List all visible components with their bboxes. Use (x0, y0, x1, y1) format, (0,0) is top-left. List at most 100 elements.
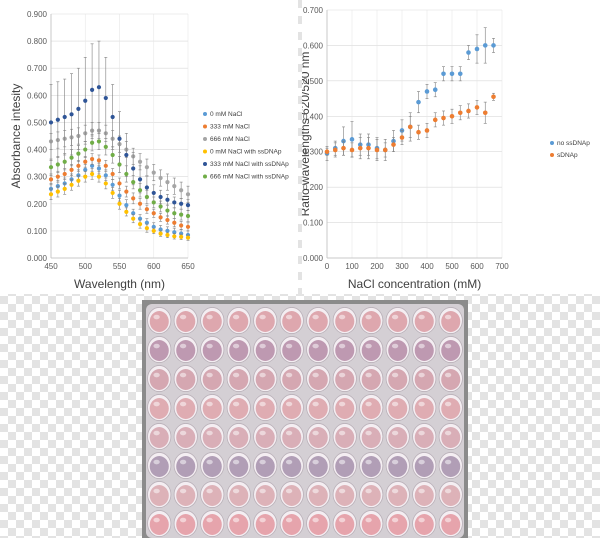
well-liquid (202, 514, 222, 535)
well-highlight (365, 343, 372, 349)
data-point (449, 71, 455, 77)
well-highlight (444, 401, 452, 407)
well-liquid (282, 456, 302, 477)
well (279, 481, 304, 508)
y-tick-label: 0.400 (303, 112, 324, 121)
data-point (90, 156, 95, 162)
data-point (124, 203, 129, 208)
data-point (69, 182, 74, 187)
well-highlight (365, 459, 372, 465)
well-highlight (365, 488, 372, 494)
well-liquid (255, 427, 275, 448)
well-highlight (285, 314, 293, 320)
well-highlight (179, 343, 187, 349)
well (438, 336, 463, 363)
data-point (117, 136, 122, 141)
well (253, 307, 278, 334)
data-point (441, 71, 446, 77)
well (385, 452, 410, 479)
well-highlight (391, 372, 399, 378)
well-liquid (361, 398, 381, 419)
data-point (96, 174, 102, 179)
legend-entry: 0 mM NaCl with ssDNAp (210, 149, 282, 156)
legend-entry: no ssDNAp (557, 140, 590, 147)
data-point (124, 189, 129, 194)
well-highlight (206, 343, 213, 349)
well-highlight (285, 401, 293, 407)
well (385, 336, 410, 363)
well (385, 510, 410, 537)
well-liquid (414, 340, 434, 361)
legend-entry: 666 mM NaCl with ssDNAp (210, 174, 289, 181)
data-point (96, 166, 102, 171)
well-liquid (308, 311, 328, 332)
well-liquid (414, 485, 434, 506)
data-point (110, 114, 115, 120)
well-highlight (179, 372, 187, 378)
well (200, 481, 225, 508)
well-liquid (388, 369, 408, 390)
data-point (62, 186, 67, 191)
well (226, 423, 251, 450)
well (226, 365, 251, 392)
y-tick-label: 0.200 (27, 200, 48, 209)
well-highlight (232, 343, 240, 349)
well (359, 423, 384, 450)
well-liquid (441, 311, 461, 332)
well-highlight (338, 430, 346, 436)
data-point (366, 145, 371, 151)
x-tick-label: 550 (113, 262, 127, 271)
well (306, 336, 331, 363)
well (412, 452, 437, 479)
well (332, 365, 357, 392)
data-point (151, 211, 156, 216)
well-liquid (388, 311, 408, 332)
well-liquid (388, 485, 408, 506)
data-point (144, 194, 149, 200)
well-liquid (308, 485, 328, 506)
data-point (62, 171, 67, 177)
data-point (90, 163, 95, 168)
well-highlight (153, 488, 160, 494)
well-highlight (153, 517, 160, 523)
well (306, 307, 331, 334)
well-liquid (308, 369, 328, 390)
well-liquid (414, 514, 434, 535)
well-liquid (229, 485, 249, 506)
data-point (491, 94, 496, 100)
x-tick-label: 700 (495, 262, 509, 271)
x-tick-label: 100 (345, 262, 359, 271)
well-highlight (338, 488, 346, 494)
well-liquid (255, 514, 275, 535)
well (253, 452, 278, 479)
ratio-chart-panel: 0.000 0.100 0.200 0.300 0.400 0.500 0.600 0.700… (302, 0, 600, 294)
data-point (144, 207, 149, 212)
data-point (48, 192, 54, 197)
well-liquid (149, 311, 169, 332)
well-highlight (179, 488, 187, 494)
well-liquid (229, 340, 249, 361)
well-highlight (365, 314, 372, 320)
well (279, 336, 304, 363)
legend-marker (203, 124, 207, 129)
well-highlight (312, 314, 319, 320)
well (173, 307, 198, 334)
well-highlight (444, 488, 452, 494)
y-tick-label: 0.500 (27, 118, 48, 127)
data-point (158, 204, 163, 209)
data-point (172, 220, 177, 225)
well-liquid (308, 398, 328, 419)
well-highlight (179, 401, 187, 407)
x-tick-label: 500 (445, 262, 459, 271)
legend-marker (203, 137, 207, 141)
well-liquid (229, 398, 249, 419)
data-point (69, 112, 74, 117)
data-point (62, 114, 67, 120)
well-liquid (229, 456, 249, 477)
well-liquid (229, 427, 249, 448)
x-tick-label: 450 (44, 262, 58, 271)
well-highlight (391, 401, 399, 407)
data-point (124, 209, 129, 215)
data-point (158, 175, 163, 181)
y-axis-title: Absorbance intesity (9, 84, 23, 189)
